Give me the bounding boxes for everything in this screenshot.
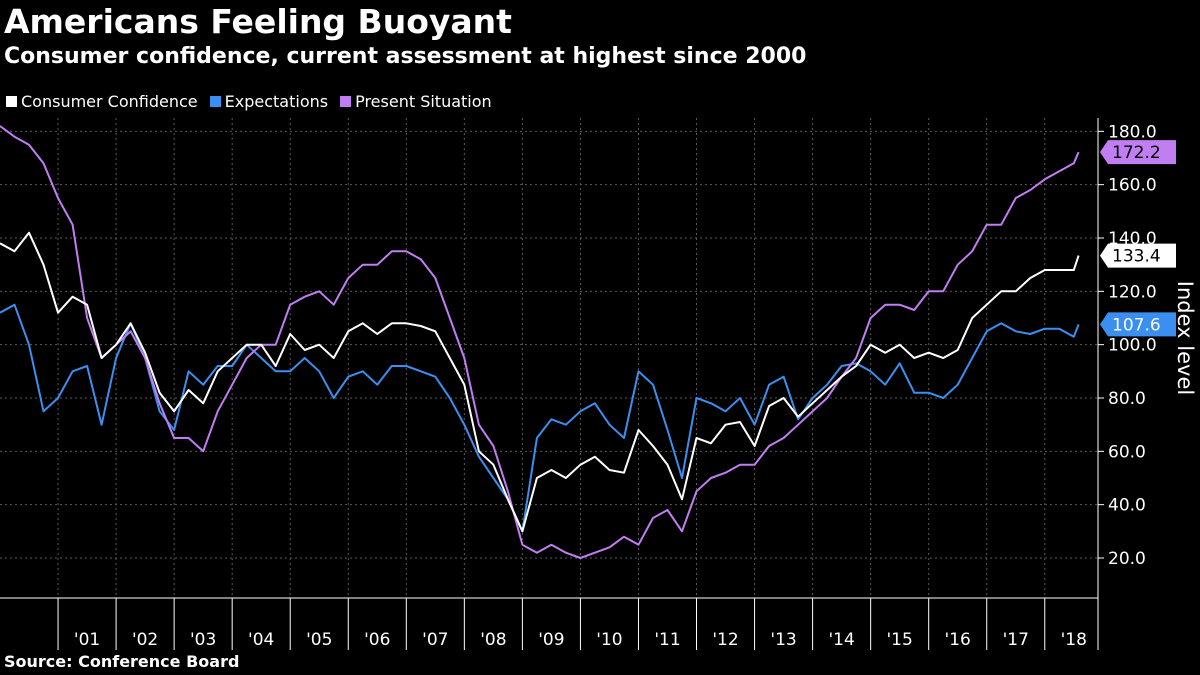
last-value-label-present-situation: 172.2 bbox=[1112, 143, 1161, 163]
x-tick-label: '10 bbox=[596, 630, 622, 650]
x-tick-label: '14 bbox=[828, 630, 854, 650]
x-tick-label: '16 bbox=[945, 630, 971, 650]
chart-legend: Consumer Confidence Expectations Present… bbox=[6, 90, 504, 112]
y-tick-label: 20.0 bbox=[1108, 549, 1146, 569]
x-tick-label: '18 bbox=[1061, 630, 1087, 650]
y-tick-label: 180.0 bbox=[1108, 122, 1157, 142]
y-tick-label: 60.0 bbox=[1108, 442, 1146, 462]
legend-label: Consumer Confidence bbox=[21, 91, 198, 111]
y-tick-label: 160.0 bbox=[1108, 176, 1157, 196]
legend-swatch bbox=[6, 95, 17, 107]
last-value-callout-expectations bbox=[1100, 312, 1176, 337]
series-line-consumer-confidence bbox=[0, 231, 1080, 533]
x-tick-label: '07 bbox=[422, 630, 448, 650]
x-tick-label: '09 bbox=[538, 630, 564, 650]
series-line-expectations bbox=[0, 303, 1080, 533]
last-value-callout-consumer-confidence bbox=[1100, 243, 1176, 268]
x-tick-label: '04 bbox=[248, 630, 274, 650]
chart-subtitle: Consumer confidence, current assessment … bbox=[4, 44, 807, 69]
y-tick-label: 40.0 bbox=[1108, 496, 1146, 516]
last-value-label-consumer-confidence: 133.4 bbox=[1112, 247, 1161, 267]
legend-item-expectations: Expectations bbox=[209, 91, 329, 111]
legend-swatch bbox=[340, 95, 352, 107]
x-tick-label: '11 bbox=[654, 630, 680, 650]
last-value-label-expectations: 107.6 bbox=[1112, 315, 1161, 335]
chart-title: Americans Feeling Buoyant bbox=[4, 2, 512, 41]
x-tick-label: '15 bbox=[887, 630, 913, 650]
x-tick-label: '03 bbox=[190, 630, 216, 650]
x-tick-label: '01 bbox=[74, 630, 100, 650]
y-tick-label: 100.0 bbox=[1108, 336, 1157, 356]
legend-item-present-situation: Present Situation bbox=[340, 92, 492, 111]
y-tick-label: 120.0 bbox=[1108, 282, 1157, 302]
source-note: Source: Conference Board bbox=[4, 652, 240, 671]
x-tick-label: '02 bbox=[132, 630, 158, 650]
x-tick-label: '12 bbox=[712, 630, 738, 650]
x-tick-label: '08 bbox=[480, 630, 506, 650]
x-tick-label: '13 bbox=[770, 630, 796, 650]
x-tick-label: '17 bbox=[1003, 630, 1029, 650]
last-value-callout-present-situation bbox=[1100, 140, 1176, 165]
x-tick-label: '06 bbox=[364, 630, 390, 650]
series-line-present-situation bbox=[0, 125, 1080, 559]
legend-label: Present Situation bbox=[355, 91, 492, 111]
x-tick-label: '05 bbox=[306, 630, 332, 650]
legend-swatch bbox=[209, 95, 221, 107]
y-tick-label: 80.0 bbox=[1108, 389, 1146, 409]
legend-item-consumer-confidence: Consumer Confidence bbox=[6, 92, 198, 111]
legend-label: Expectations bbox=[224, 91, 329, 111]
y-axis-title: Index level bbox=[1173, 281, 1197, 395]
